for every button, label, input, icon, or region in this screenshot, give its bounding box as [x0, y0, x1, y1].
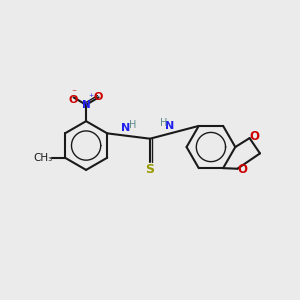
Text: CH₃: CH₃ [34, 153, 53, 163]
Text: H: H [160, 118, 167, 128]
Text: H: H [129, 120, 136, 130]
Text: ⁺: ⁺ [88, 93, 94, 103]
Text: N: N [165, 121, 175, 131]
Text: O: O [69, 95, 78, 105]
Text: N: N [122, 123, 131, 133]
Text: O: O [237, 164, 247, 176]
Text: O: O [249, 130, 259, 143]
Text: N: N [82, 100, 91, 110]
Text: O: O [94, 92, 103, 102]
Text: S: S [146, 163, 154, 176]
Text: ⁻: ⁻ [71, 88, 76, 98]
